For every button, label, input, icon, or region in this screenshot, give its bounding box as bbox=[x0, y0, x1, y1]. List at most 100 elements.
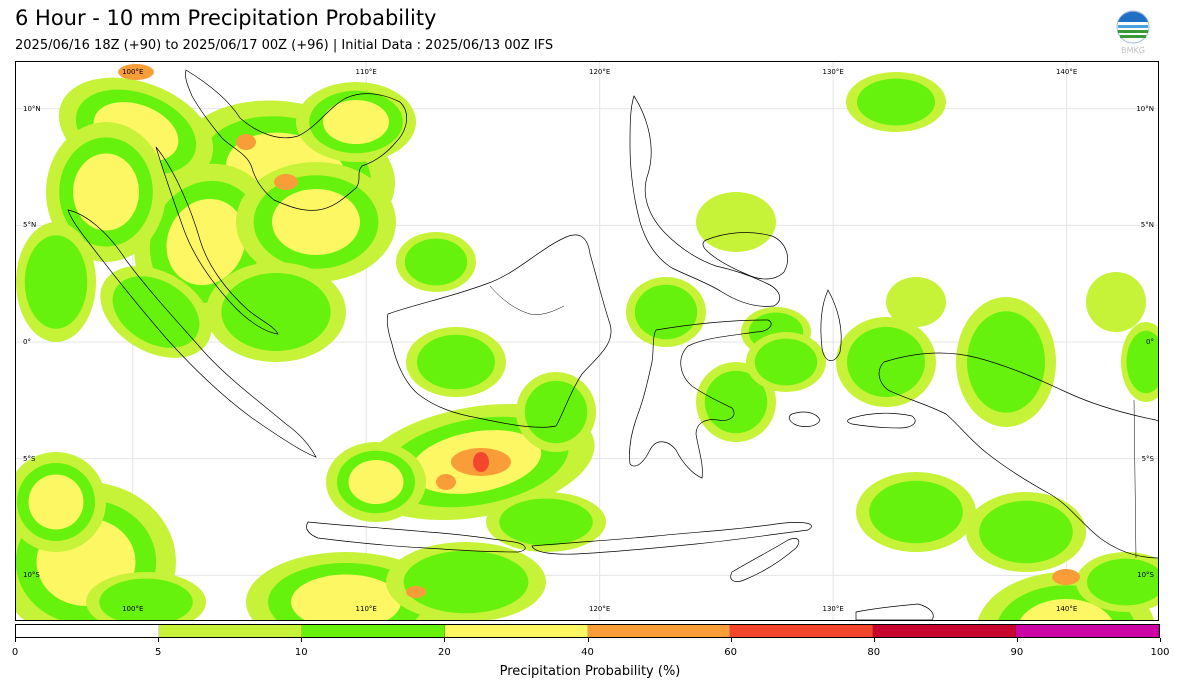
top-lon-label: 120°E bbox=[589, 68, 611, 76]
kalimantan-border bbox=[489, 285, 565, 315]
logo-text: BMKG bbox=[1121, 46, 1145, 55]
precipitation-areas bbox=[16, 64, 1158, 620]
precip-area-10 bbox=[634, 284, 698, 340]
sumatra-coast bbox=[67, 209, 317, 458]
colorbar-tick-mark bbox=[301, 638, 303, 642]
top-lon-label: 110°E bbox=[355, 68, 377, 76]
colorbar-tick-mark bbox=[444, 638, 446, 642]
colorbar-tick-label: 80 bbox=[867, 647, 881, 658]
precip-area-20 bbox=[166, 198, 246, 286]
left-lat-label: 0° bbox=[23, 338, 31, 346]
precip-area-10 bbox=[967, 311, 1045, 413]
colorbar-label: Precipitation Probability (%) bbox=[499, 664, 681, 679]
colorbar-tick-label: 5 bbox=[154, 647, 162, 658]
colorbar-segment bbox=[730, 625, 874, 637]
precip-area-10 bbox=[704, 370, 768, 434]
precip-area-40 bbox=[118, 64, 154, 80]
precip-area-10 bbox=[404, 238, 468, 286]
precip-area-40 bbox=[274, 174, 298, 190]
seram-coast bbox=[847, 412, 916, 429]
precip-area-10 bbox=[99, 578, 193, 620]
precip-area-40 bbox=[1052, 569, 1080, 585]
halmahera-coast bbox=[820, 289, 842, 361]
borneo-coast bbox=[386, 234, 612, 428]
precip-area-5 bbox=[696, 192, 776, 252]
precip-area-60 bbox=[473, 452, 489, 472]
precip-area-40 bbox=[406, 586, 426, 598]
right-lat-label: 10°S bbox=[1137, 571, 1154, 580]
precip-area-10 bbox=[1126, 330, 1158, 394]
precip-area-10 bbox=[754, 338, 818, 386]
precip-area-5 bbox=[886, 277, 946, 327]
java-coast bbox=[306, 521, 526, 553]
mindanao-coast bbox=[702, 232, 788, 280]
precip-area-10 bbox=[869, 480, 963, 544]
precip-area-10 bbox=[857, 78, 935, 126]
left-lat-label: 5°S bbox=[23, 454, 36, 463]
colorbar-tick-label: 100 bbox=[1150, 647, 1170, 658]
colorbar-tick-label: 40 bbox=[581, 647, 594, 658]
timor-coast bbox=[730, 538, 800, 582]
new-guinea-coast bbox=[878, 352, 1158, 559]
precip-area-20 bbox=[291, 574, 401, 620]
colorbar-segment bbox=[16, 625, 159, 637]
colorbar-tick-mark bbox=[730, 638, 732, 642]
precip-area-10 bbox=[112, 276, 200, 348]
right-lat-label: 0° bbox=[1146, 338, 1154, 346]
australia-coast bbox=[855, 603, 934, 620]
lesser-sunda-coast bbox=[531, 522, 812, 555]
top-lon-label: 130°E bbox=[822, 68, 844, 76]
precip-area-20 bbox=[1019, 599, 1113, 620]
colorbar-segment bbox=[873, 625, 1017, 637]
right-lat-label: 5°S bbox=[1141, 454, 1154, 463]
bmkg-logo: BMKG bbox=[1113, 10, 1153, 56]
bottom-lon-label: 140°E bbox=[1055, 605, 1078, 613]
page-subtitle: 2025/06/16 18Z (+90) to 2025/06/17 00Z (… bbox=[15, 38, 554, 53]
bottom-lon-label: 110°E bbox=[355, 605, 377, 613]
precip-area-10 bbox=[24, 235, 88, 329]
top-lon-label: 140°E bbox=[1055, 68, 1078, 76]
bottom-lon-label: 120°E bbox=[589, 605, 611, 613]
colorbar-tick-label: 90 bbox=[1010, 647, 1024, 658]
precip-area-20 bbox=[348, 460, 404, 504]
indochina-coast bbox=[185, 69, 407, 211]
buru-coast bbox=[788, 411, 821, 427]
precip-area-10 bbox=[499, 498, 593, 546]
left-lat-label: 10°S bbox=[23, 571, 40, 580]
colorbar-tick-mark bbox=[158, 638, 160, 642]
left-lat-label: 5°N bbox=[23, 221, 37, 230]
right-lat-label: 10°N bbox=[1136, 104, 1154, 113]
precip-area-20 bbox=[323, 100, 389, 144]
colorbar-tick-label: 10 bbox=[294, 647, 308, 658]
coastlines bbox=[67, 69, 1158, 620]
bottom-lon-label: 100°E bbox=[122, 605, 144, 613]
colorbar-tick-mark bbox=[15, 638, 16, 642]
precip-area-10 bbox=[1087, 558, 1158, 606]
precip-area-10 bbox=[979, 500, 1073, 564]
precip-area-10 bbox=[417, 334, 495, 390]
precip-area-20 bbox=[272, 189, 360, 255]
precip-area-5 bbox=[1086, 272, 1146, 332]
precip-area-10 bbox=[221, 273, 331, 351]
colorbar-tick-label: 60 bbox=[724, 647, 737, 658]
colorbar-tick-mark bbox=[1016, 638, 1018, 642]
philippines-coast bbox=[629, 95, 781, 307]
colorbar-segment bbox=[158, 625, 302, 637]
colorbar bbox=[15, 624, 1160, 638]
papua-border bbox=[1133, 399, 1137, 559]
colorbar-tick-mark bbox=[587, 638, 589, 642]
colorbar-tick-mark bbox=[873, 638, 875, 642]
colorbar-segment bbox=[444, 625, 588, 637]
colorbar-tick-mark bbox=[1160, 638, 1161, 642]
top-lon-label: 100°E bbox=[122, 68, 144, 76]
precip-area-20 bbox=[73, 153, 139, 231]
colorbar-segment bbox=[1016, 625, 1159, 637]
precip-area-40 bbox=[436, 474, 456, 490]
colorbar-segment bbox=[587, 625, 731, 637]
sulawesi-coast bbox=[629, 319, 772, 479]
precip-area-10 bbox=[403, 550, 529, 614]
colorbar-tick-label: 0 bbox=[11, 647, 19, 658]
precipitation-map: 100°E 110°E 120°E 130°E 140°E 100°E 110°E 120°E… bbox=[15, 61, 1159, 621]
map-canvas bbox=[16, 62, 1158, 620]
left-lat-label: 10°N bbox=[23, 104, 41, 113]
